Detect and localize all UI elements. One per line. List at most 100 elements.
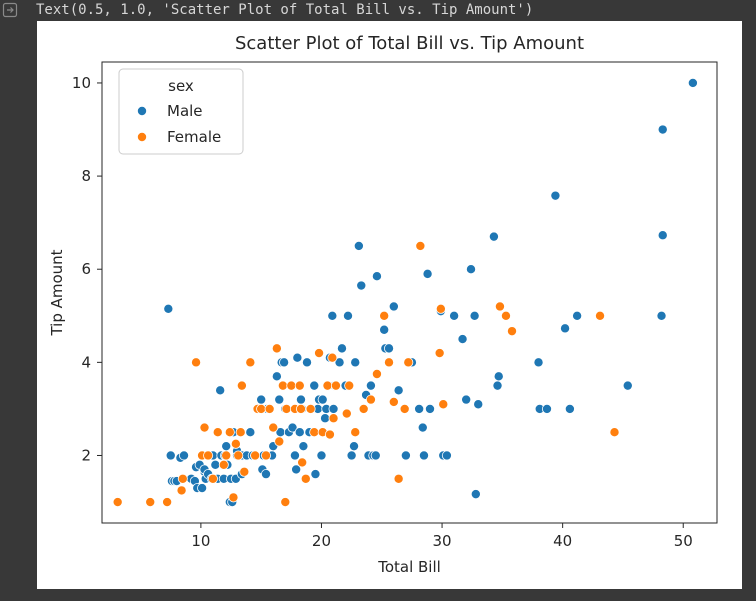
data-point-male — [271, 371, 282, 382]
data-point-female — [268, 422, 279, 433]
legend-marker-female — [137, 132, 148, 143]
data-point-male — [560, 323, 571, 334]
data-point-male — [291, 464, 302, 475]
data-point-female — [365, 394, 376, 405]
legend-marker-male — [137, 106, 148, 117]
data-point-female — [344, 380, 355, 391]
data-point-female — [305, 403, 316, 414]
data-point-male — [457, 334, 468, 345]
y-tick-label: 10 — [72, 74, 91, 92]
plot-frame — [101, 61, 718, 524]
data-point-female — [415, 240, 426, 251]
data-point-female — [309, 427, 320, 438]
data-point-male — [657, 230, 668, 241]
data-point-male — [493, 371, 504, 382]
data-point-female — [271, 343, 282, 354]
legend-label-male: Male — [167, 102, 203, 120]
data-point-male — [365, 380, 376, 391]
data-point-female — [274, 436, 285, 447]
data-point-male — [379, 324, 390, 335]
data-point-male — [287, 422, 298, 433]
data-point-male — [336, 343, 347, 354]
data-point-female — [235, 427, 246, 438]
data-point-male — [294, 427, 305, 438]
data-point-female — [434, 348, 445, 359]
data-point-female — [300, 473, 311, 484]
data-point-female — [399, 403, 410, 414]
data-point-female — [383, 357, 394, 368]
data-point-male — [473, 399, 484, 410]
data-point-female — [324, 429, 335, 440]
data-point-male — [488, 231, 499, 242]
data-point-male — [310, 469, 321, 480]
data-point-female — [203, 450, 214, 461]
data-point-male — [417, 422, 428, 433]
data-point-male — [334, 357, 345, 368]
data-point-female — [494, 301, 505, 312]
data-point-male — [622, 380, 633, 391]
data-point-male — [470, 489, 481, 500]
y-axis-label: Tip Amount — [48, 249, 66, 336]
data-point-male — [393, 385, 404, 396]
data-point-female — [112, 497, 123, 508]
data-point-female — [176, 485, 187, 496]
data-point-male — [289, 450, 300, 461]
data-point-male — [292, 352, 303, 363]
data-point-female — [609, 427, 620, 438]
data-point-female — [500, 310, 511, 321]
x-tick-label: 30 — [433, 532, 452, 550]
data-point-male — [449, 310, 460, 321]
data-point-female — [297, 457, 308, 468]
data-point-male — [165, 450, 176, 461]
y-tick-label: 8 — [81, 167, 91, 185]
data-point-male — [422, 268, 433, 279]
data-point-female — [281, 403, 292, 414]
data-point-female — [228, 492, 239, 503]
scatter-chart: 10 20 30 40 50 2 4 6 8 10 Scatter Plot of Total Bi… — [48, 33, 718, 576]
data-point-female — [327, 352, 338, 363]
data-point-male — [441, 450, 452, 461]
x-tick-label: 50 — [674, 532, 693, 550]
data-point-male — [424, 403, 435, 414]
data-point-female — [595, 310, 606, 321]
data-point-female — [322, 380, 333, 391]
data-point-male — [461, 394, 472, 405]
x-tick-label: 10 — [191, 532, 210, 550]
data-point-female — [388, 396, 399, 407]
data-point-male — [541, 403, 552, 414]
data-point-male — [564, 403, 575, 414]
data-point-female — [314, 348, 325, 359]
data-point-male — [298, 441, 309, 452]
data-point-female — [438, 399, 449, 410]
data-point-female — [371, 368, 382, 379]
data-point-female — [350, 427, 361, 438]
data-point-male — [210, 459, 221, 470]
data-point-female — [379, 310, 390, 321]
data-point-male — [301, 357, 312, 368]
data-point-male — [469, 310, 480, 321]
data-point-female — [207, 473, 218, 484]
data-point-female — [403, 357, 414, 368]
data-point-male — [346, 450, 357, 461]
data-point-male — [342, 310, 353, 321]
data-point-male — [414, 403, 425, 414]
data-point-female — [212, 427, 223, 438]
cell-output-text: Text(0.5, 1.0, 'Scatter Plot of Total Bi… — [36, 2, 534, 18]
data-point-female — [341, 408, 352, 419]
data-point-male — [328, 403, 339, 414]
data-point-male — [687, 77, 698, 88]
data-point-female — [256, 403, 267, 414]
data-point-female — [294, 380, 305, 391]
data-point-female — [233, 450, 244, 461]
output-arrow-icon — [2, 2, 18, 18]
data-point-male — [356, 280, 367, 291]
data-point-female — [328, 413, 339, 424]
data-point-male — [320, 413, 331, 424]
data-point-male — [309, 380, 320, 391]
data-point-male — [317, 394, 328, 405]
data-point-female — [218, 459, 229, 470]
data-point-female — [277, 380, 288, 391]
data-point-male — [533, 357, 544, 368]
data-point-female — [236, 380, 247, 391]
data-point-male — [657, 124, 668, 135]
